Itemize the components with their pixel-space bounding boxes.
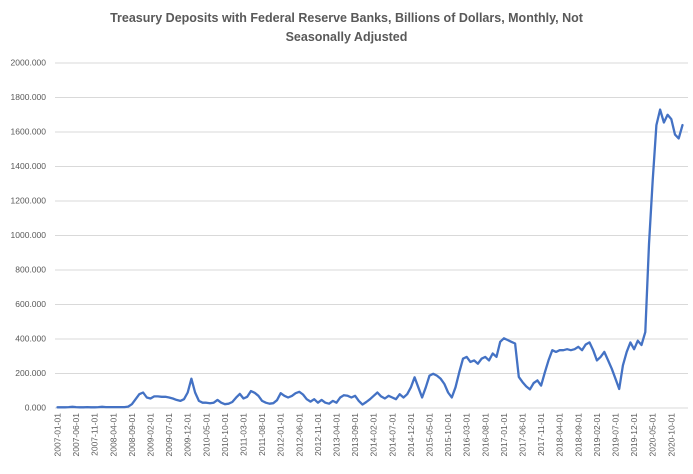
x-axis-tick-label: 2016-08-01: [480, 413, 490, 457]
x-axis-tick-label: 2014-07-01: [387, 413, 397, 457]
y-axis-tick-label: 1000.000: [11, 230, 47, 240]
x-axis-tick-label: 2010-10-01: [220, 413, 230, 457]
x-axis-tick-label: 2019-07-01: [611, 413, 621, 457]
x-axis-tick-label: 2012-11-01: [313, 413, 323, 456]
y-axis-tick-label: 600.000: [15, 299, 46, 309]
chart-title: Treasury Deposits with Federal Reserve B…: [47, 9, 647, 47]
x-axis-tick-label: 2013-04-01: [332, 413, 342, 457]
y-axis-tick-label: 1600.000: [11, 127, 47, 137]
y-axis-tick-label: 400.000: [15, 334, 46, 344]
x-axis-tick-label: 2016-03-01: [462, 413, 472, 457]
x-axis-tick-label: 2019-02-01: [592, 413, 602, 457]
x-axis-tick-label: 2008-04-01: [108, 413, 118, 457]
chart-title-line1: Treasury Deposits with Federal Reserve B…: [110, 11, 583, 25]
x-axis-tick-label: 2011-03-01: [239, 413, 249, 456]
x-axis-tick-label: 2017-01-01: [499, 413, 509, 457]
x-axis-tick-label: 2020-10-01: [666, 413, 676, 457]
x-axis-tick-label: 2015-10-01: [443, 413, 453, 457]
x-axis-tick-label: 2010-05-01: [201, 413, 211, 457]
x-axis-tick-label: 2013-09-01: [350, 413, 360, 457]
y-axis-tick-label: 1800.000: [11, 92, 47, 102]
x-axis-tick-label: 2019-12-01: [629, 413, 639, 457]
x-axis-tick-label: 2012-06-01: [294, 413, 304, 457]
x-axis-tick-label: 2009-12-01: [183, 413, 193, 457]
x-axis-tick-label: 2018-04-01: [555, 413, 565, 457]
chart-title-line2: Seasonally Adjusted: [285, 30, 408, 44]
y-axis-tick-label: 0.000: [25, 403, 47, 413]
y-axis-tick-label: 1200.000: [11, 196, 47, 206]
y-axis-tick-label: 1400.000: [11, 161, 47, 171]
x-axis-tick-label: 2012-01-01: [276, 413, 286, 457]
x-axis-tick-label: 2017-11-01: [536, 413, 546, 456]
x-axis-tick-label: 2018-09-01: [573, 413, 583, 457]
y-axis-tick-label: 800.000: [15, 265, 46, 275]
x-axis-tick-label: 2007-01-01: [53, 413, 63, 457]
x-axis-tick-label: 2020-05-01: [648, 413, 658, 457]
x-axis-tick-label: 2017-06-01: [518, 413, 528, 457]
x-axis-tick-label: 2008-09-01: [127, 413, 137, 457]
x-axis-tick-label: 2007-06-01: [71, 413, 81, 457]
x-axis-tick-label: 2009-02-01: [146, 413, 156, 457]
y-axis-tick-label: 200.000: [15, 368, 46, 378]
x-axis-tick-label: 2014-02-01: [369, 413, 379, 457]
x-axis-tick-label: 2011-08-01: [257, 413, 267, 456]
x-axis-tick-label: 2009-07-01: [164, 413, 174, 457]
y-axis-tick-label: 2000.000: [11, 58, 47, 68]
x-axis-tick-label: 2015-05-01: [425, 413, 435, 457]
x-axis-tick-label: 2014-12-01: [406, 413, 416, 457]
data-series-line: [56, 108, 684, 409]
x-axis-tick-label: 2007-11-01: [90, 413, 100, 456]
